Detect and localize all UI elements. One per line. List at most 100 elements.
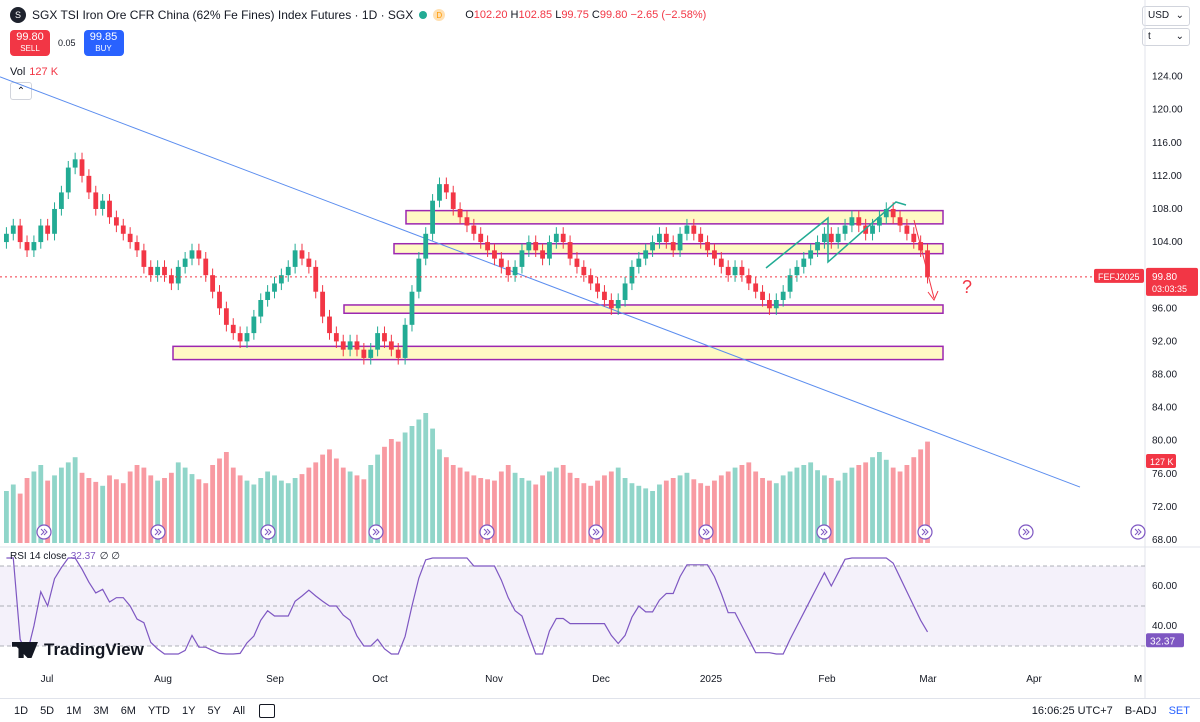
y-tick-label: 108.00 [1152,204,1183,215]
calendar-icon[interactable] [259,703,276,718]
volume-bar [870,457,875,543]
range-3m[interactable]: 3M [93,704,109,717]
volume-bar [423,413,429,543]
candle-body [498,258,504,267]
volume-bar [52,475,57,543]
candle-body [911,233,917,243]
chart-header: S SGX TSI Iron Ore CFR China (62% Fe Fin… [0,0,1140,30]
tradingview-logo: TradingView [12,640,144,660]
x-tick-label: Aug [154,674,172,685]
settlement-toggle[interactable]: SET [1168,704,1190,717]
rsi-label: RSI 14 close [10,551,67,562]
symbol-logo[interactable]: S [10,7,26,23]
candle-body [113,217,119,226]
candle-body [835,233,841,243]
delayed-data-badge[interactable]: D [433,9,446,21]
x-tick-label: Sep [266,674,284,685]
volume-bar [217,458,222,543]
close-value: 99.80 [599,9,628,21]
buy-button[interactable]: 99.85 BUY [83,30,124,56]
range-5y[interactable]: 5Y [207,704,221,717]
volume-bar [17,493,23,543]
volume-bar [72,457,78,543]
open-label: O [465,9,474,21]
volume-bar [808,462,814,543]
rsi-extra: ∅ ∅ [99,551,120,562]
range-all[interactable]: All [232,704,246,717]
candle-body [533,242,539,251]
volume-bar [141,467,147,543]
candle-body [519,250,525,267]
candle-body [4,233,9,243]
volume-bar [588,485,594,543]
candle-body [217,291,222,309]
range-1m[interactable]: 1M [66,704,82,717]
buy-label: BUY [95,44,112,53]
candle-body [478,233,484,243]
volume-bar [773,483,779,543]
volume-bar [629,483,635,543]
unit-selector[interactable]: t ⌄ [1142,28,1190,46]
candle-body [210,275,216,292]
adjust-toggle[interactable]: B-ADJ [1124,704,1157,717]
bottom-toolbar: 1D 5D 1M 3M 6M YTD 1Y 5Y All 16:06:25 UTC+7 B-AD… [0,698,1200,722]
range-1d[interactable]: 1D [14,704,29,717]
volume-bar [375,454,381,543]
volume-bar [581,483,587,543]
currency-caret-icon: ⌄ [1175,10,1184,21]
volume-bar [904,465,910,543]
candle-body [526,242,532,251]
range-1y[interactable]: 1Y [181,704,196,717]
candle-body [24,242,30,251]
range-ytd[interactable]: YTD [147,704,170,717]
candle-body [437,184,442,201]
range-5d[interactable]: 5D [40,704,55,717]
wave-drawing [765,201,907,269]
volume-bar [622,478,628,543]
chevron-right-icon [154,528,162,536]
candle-body [155,266,161,276]
volume-bar [705,485,710,543]
volume-bar [223,452,229,543]
collapse-legend-button[interactable]: ⌃ [10,82,32,100]
volume-bar [718,475,724,543]
candle-body [285,266,291,276]
volume-bar [698,483,704,543]
volume-bar [340,467,346,543]
volume-bar [354,475,360,543]
chevron-right-icon [702,528,710,536]
candle-body [327,316,332,334]
candle-body [354,341,360,350]
candle-body [890,208,896,218]
volume-bar [492,480,497,543]
volume-bar [361,479,367,543]
volume-bar [691,479,697,543]
volume-bar [835,480,841,543]
price-chart[interactable]: 124.00 120.00 116.00 112.00 108.00 104.00 96.0… [0,0,1200,698]
candle-body [849,217,855,226]
volume-bar [739,465,745,543]
candle-body [904,225,910,234]
volume-bar [663,480,669,543]
candle-body [691,225,697,234]
volume-bar [278,480,284,543]
volume-bar [210,465,216,543]
symbol-title[interactable]: SGX TSI Iron Ore CFR China (62% Fe Fines… [32,8,414,22]
close-label: C [591,9,600,21]
candle-body [189,250,195,259]
volume-bar [443,457,449,543]
candle-body [815,242,820,251]
candle-body [306,258,312,267]
chevron-right-icon [40,528,48,536]
candle-body [622,283,628,300]
rsi-tag-label: 32.37 [1150,636,1175,647]
volume-bar [168,472,174,543]
range-6m[interactable]: 6M [120,704,136,717]
candle-body [450,192,456,209]
currency-selector[interactable]: USD ⌄ [1142,6,1190,26]
low-value: 99.75 [561,9,589,21]
volume-bar [272,475,277,543]
y-tick-label: 80.00 [1152,436,1177,447]
candle-body [272,283,277,292]
sell-button[interactable]: 99.80 SELL [10,30,50,56]
